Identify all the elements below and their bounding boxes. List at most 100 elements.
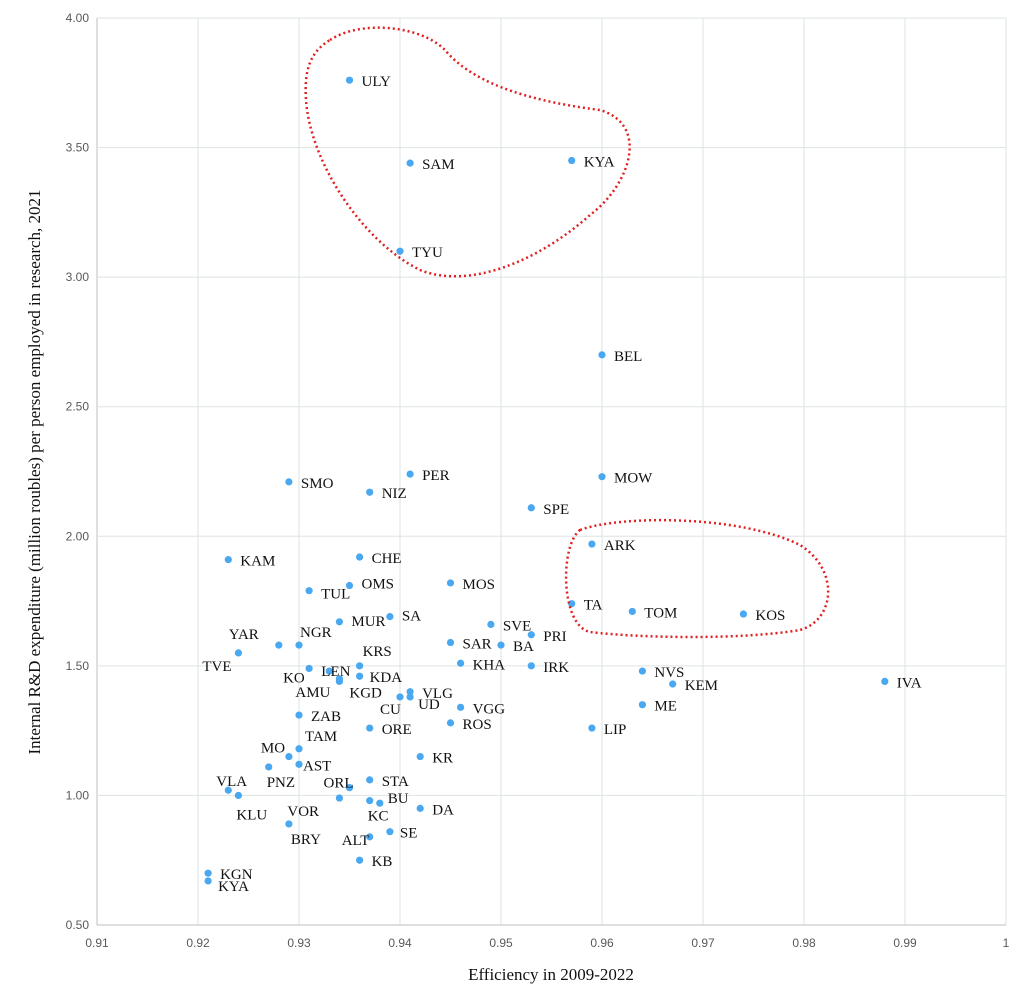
- data-point: [881, 677, 889, 686]
- point-label: KDA: [370, 670, 403, 686]
- point-label: KHA: [473, 657, 506, 673]
- point-label: SAR: [463, 637, 492, 653]
- data-point: [335, 677, 343, 686]
- y-tick-label: 1.50: [66, 659, 90, 673]
- points: ULY SAM KYA TYU BEL PER SMO NIZ MOW SPE ARK KAM CHE T…: [202, 74, 921, 895]
- data-point: [356, 553, 364, 561]
- point-label: PER: [422, 468, 450, 484]
- data-point: [335, 618, 343, 626]
- x-tick-label: 0.91: [85, 936, 109, 950]
- point-label: TVE: [202, 659, 231, 675]
- data-point: [598, 473, 606, 481]
- data-point: [204, 877, 212, 885]
- point-label: SPE: [543, 502, 569, 518]
- point-label: LEN: [321, 664, 350, 680]
- data-point: [457, 659, 465, 667]
- point-label: KC: [368, 809, 389, 825]
- data-point: [527, 631, 535, 639]
- point-label: ROS: [463, 717, 492, 733]
- data-point: [669, 680, 677, 688]
- point-label: SVE: [503, 618, 531, 634]
- point-label: STA: [382, 774, 409, 790]
- data-point: [356, 662, 364, 670]
- data-point: [265, 763, 273, 771]
- data-point: [446, 638, 455, 647]
- y-tick-label: 0.50: [66, 918, 90, 932]
- point-label: KYA: [218, 879, 249, 895]
- point-label: MOW: [614, 471, 653, 487]
- data-point: [628, 607, 636, 616]
- point-label: ME: [654, 699, 677, 715]
- point-label: KO: [283, 670, 305, 686]
- data-point: [386, 828, 394, 836]
- point-label: KLU: [236, 807, 267, 823]
- data-point: [345, 581, 354, 590]
- data-point: [568, 600, 576, 608]
- data-point: [366, 776, 374, 784]
- data-point: [224, 556, 232, 564]
- grid: [96, 17, 1007, 926]
- point-label: NVS: [654, 665, 684, 681]
- y-tick-label: 2.00: [66, 529, 90, 543]
- x-tick-label: 0.92: [186, 936, 210, 950]
- point-label: TYU: [412, 245, 443, 261]
- point-label: KOS: [755, 608, 785, 624]
- data-point: [366, 724, 374, 732]
- point-label: NIZ: [382, 486, 407, 502]
- y-tick-label: 1.00: [66, 788, 90, 802]
- data-point: [416, 752, 424, 761]
- x-tick-label: 0.94: [388, 936, 412, 950]
- data-point: [356, 672, 364, 680]
- data-point: [366, 833, 374, 841]
- data-point: [527, 504, 535, 512]
- point-label: KYA: [584, 155, 615, 171]
- point-label: ORE: [382, 722, 412, 738]
- data-point: [366, 797, 374, 805]
- point-label: UD: [418, 697, 440, 713]
- data-point: [416, 804, 424, 812]
- annotation-outline-top: [304, 26, 631, 278]
- data-point: [406, 159, 414, 167]
- point-label: ZAB: [311, 709, 341, 725]
- data-point: [345, 784, 354, 792]
- point-label: TAM: [305, 729, 337, 745]
- point-label: BU: [388, 791, 409, 807]
- x-axis-title: Efficiency in 2009-2022: [468, 965, 634, 984]
- point-label: KRS: [363, 644, 392, 660]
- point-label: VLA: [216, 774, 247, 790]
- point-label: DA: [432, 802, 454, 818]
- point-label: TOM: [644, 605, 677, 621]
- data-point: [446, 579, 455, 587]
- point-label: SAM: [422, 157, 455, 173]
- data-point: [638, 667, 647, 675]
- point-label: BA: [513, 639, 534, 655]
- data-point: [386, 613, 394, 621]
- x-tick-label: 0.93: [287, 936, 311, 950]
- point-label: PNZ: [267, 775, 295, 791]
- data-point: [568, 156, 576, 165]
- point-label: SE: [400, 826, 418, 842]
- data-point: [598, 351, 606, 359]
- point-label: CHE: [372, 551, 402, 567]
- y-axis-title: Internal R&D expenditure (million rouble…: [25, 189, 44, 754]
- y-tick-label: 3.50: [66, 141, 90, 155]
- data-point: [638, 701, 647, 709]
- data-point: [366, 488, 374, 496]
- data-point: [224, 786, 232, 794]
- data-point: [295, 641, 303, 649]
- data-point: [406, 470, 414, 478]
- data-point: [487, 620, 495, 628]
- data-point: [356, 856, 364, 864]
- data-point: [295, 745, 303, 753]
- data-point: [285, 478, 293, 486]
- data-point: [305, 587, 313, 595]
- data-point: [457, 703, 465, 711]
- tick-labels: 0.91 0.92 0.93 0.94 0.95 0.96 0.97 0.98 0.99 1 0.5…: [66, 11, 1010, 950]
- x-tick-label: 0.98: [792, 936, 816, 950]
- data-point: [739, 610, 748, 618]
- data-point: [527, 662, 535, 670]
- data-point: [204, 869, 212, 877]
- x-tick-label: 1: [1003, 936, 1010, 950]
- x-tick-label: 0.96: [590, 936, 614, 950]
